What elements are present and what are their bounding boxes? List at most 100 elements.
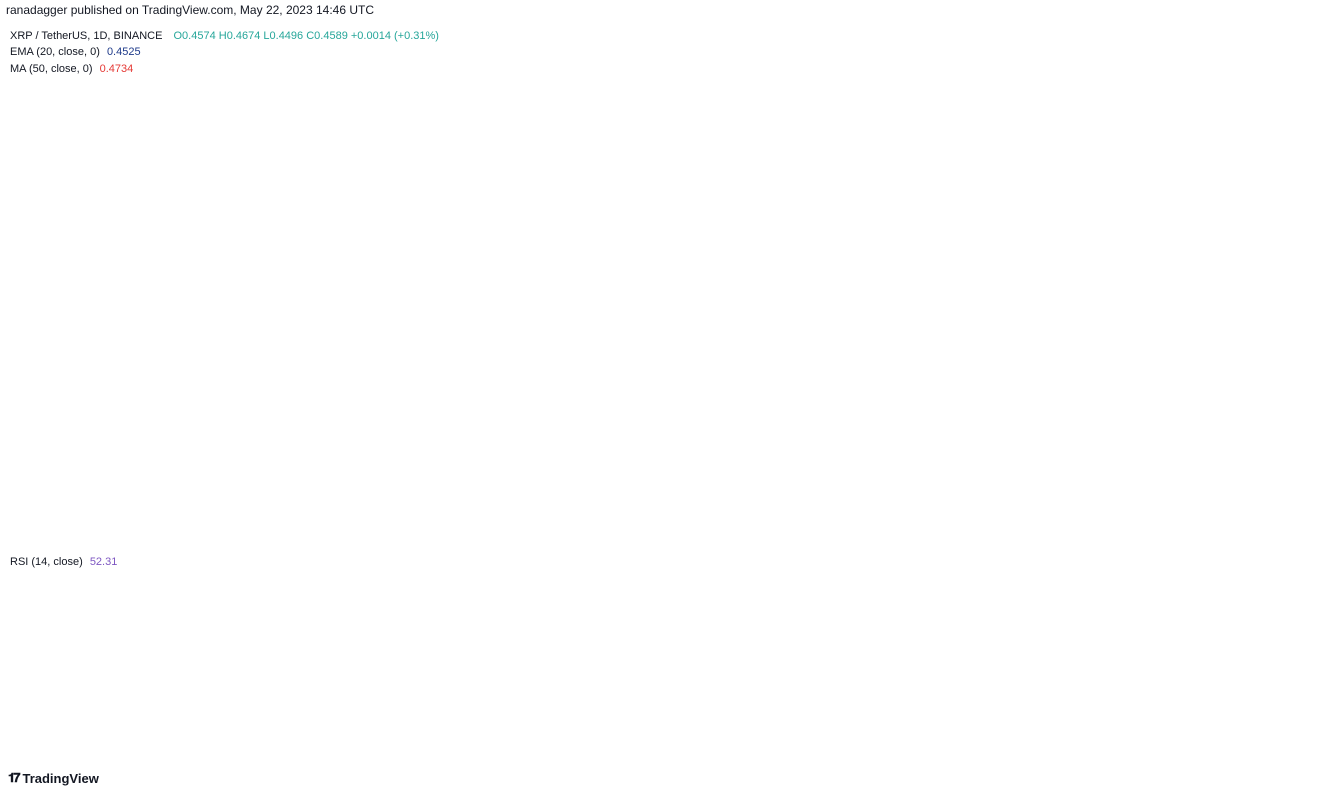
candle-body	[1045, 234, 1049, 244]
candle-body	[65, 442, 69, 449]
candle-body	[1093, 251, 1097, 253]
candle-body	[815, 397, 819, 404]
candle-body	[445, 372, 448, 380]
ema-legend[interactable]: EMA (20, close, 0) 0.4525	[10, 46, 141, 58]
ma-price-tag	[1266, 222, 1316, 239]
x-tick-label: Feb	[684, 743, 703, 755]
candle-body	[242, 251, 245, 270]
candle-body	[656, 318, 660, 328]
candle-body	[904, 298, 907, 349]
ma-legend[interactable]: MA (50, close, 0) 0.4734	[10, 63, 133, 75]
candle-body	[551, 448, 554, 458]
ma-legend-label: MA (50, close, 0)	[10, 63, 93, 75]
candle-body	[392, 348, 395, 362]
y-tick-label: 0.5800	[1272, 43, 1306, 55]
candle-body	[1085, 242, 1088, 249]
candle-body	[599, 416, 603, 427]
candle-body	[317, 279, 320, 342]
candle-body	[237, 249, 241, 253]
candle-body	[859, 425, 863, 429]
candle-body	[453, 375, 457, 382]
candle-body	[246, 261, 250, 280]
candle-body	[118, 206, 122, 287]
candle-body	[162, 256, 166, 263]
rsi-legend[interactable]: RSI (14, close) 52.31	[10, 556, 117, 568]
candle-body	[1116, 294, 1119, 301]
candle-body	[1040, 232, 1044, 235]
candle-body	[30, 463, 33, 472]
candle-body	[175, 211, 179, 234]
candle-body	[935, 176, 938, 228]
candle-body	[793, 379, 797, 392]
candle-body	[127, 224, 130, 230]
ma-tag-badge	[1241, 222, 1263, 239]
candle-body	[559, 449, 563, 451]
rsi-legend-label: RSI (14, close)	[10, 556, 83, 568]
candle-body	[687, 344, 691, 347]
candle-body	[948, 81, 951, 97]
candle-body	[3, 452, 7, 454]
level-price-label: 0.4300	[1274, 300, 1308, 312]
symbol-legend: XRP / TetherUS, 1D, BINANCE O0.4574 H0.4…	[10, 30, 439, 42]
tradingview-footer[interactable]: 𝟏𝟕 TradingView	[8, 770, 99, 786]
candle-body	[939, 144, 943, 170]
candle-body	[1138, 312, 1141, 314]
candle-body	[96, 448, 100, 480]
candle-body	[1173, 237, 1177, 259]
candle-body	[427, 364, 431, 368]
candle-body	[475, 367, 479, 369]
candle-body	[1054, 237, 1057, 244]
candle-body	[321, 337, 325, 399]
candle-body	[8, 453, 11, 460]
candle-body	[1058, 238, 1062, 244]
candle-body	[158, 249, 161, 255]
candle-body	[383, 363, 386, 384]
trendline-layer: Downtrend line	[948, 34, 1185, 247]
candle-body	[378, 368, 382, 380]
candle-body	[679, 338, 682, 345]
candle-body	[1005, 159, 1009, 169]
candle-body	[612, 388, 616, 395]
candle-body	[692, 344, 695, 351]
candle-body	[837, 396, 841, 399]
candle-body	[731, 364, 735, 370]
downtrend-line	[948, 34, 1185, 247]
candle-body	[153, 238, 157, 257]
candle-body	[736, 383, 740, 385]
candle-body	[882, 403, 885, 418]
candle-body	[754, 392, 757, 394]
candle-body	[423, 359, 426, 367]
candle-body	[493, 397, 497, 421]
level-price-tag	[1266, 416, 1316, 433]
ema-tag-label: EMA	[1236, 263, 1258, 274]
candle-body	[1177, 252, 1181, 256]
candle-body	[480, 362, 484, 376]
candle-body	[1129, 313, 1132, 319]
ema-tag-badge	[1233, 259, 1261, 276]
axes: USDT 0.3400 0.3800 0.4000 0.4800 0.5000 0.5200…	[142, 29, 1306, 755]
candle-body	[215, 216, 219, 224]
candle-body	[193, 135, 197, 155]
candle-body	[824, 399, 828, 405]
candle-body	[820, 402, 823, 404]
candle-body	[851, 414, 854, 423]
candle-body	[74, 429, 77, 439]
x-tick-label: Dec	[410, 743, 430, 755]
candle-body	[268, 254, 272, 262]
candle-body	[184, 167, 188, 193]
symbol-title[interactable]: XRP / TetherUS, 1D, BINANCE	[10, 30, 163, 42]
candle-body	[912, 266, 916, 272]
candle-body	[1014, 142, 1018, 157]
candle-body	[855, 420, 859, 433]
ma-tag-label: MA	[1245, 227, 1260, 238]
candle-body	[758, 377, 762, 386]
candle-body	[21, 459, 24, 469]
y-tick-label: 0.4800	[1272, 214, 1306, 226]
y-tick-label: 0.5200	[1272, 146, 1306, 158]
candle-body	[16, 456, 20, 458]
candle-body	[228, 223, 232, 246]
candle-body	[864, 421, 868, 427]
candle-body	[144, 225, 148, 232]
candle-body	[590, 438, 594, 444]
